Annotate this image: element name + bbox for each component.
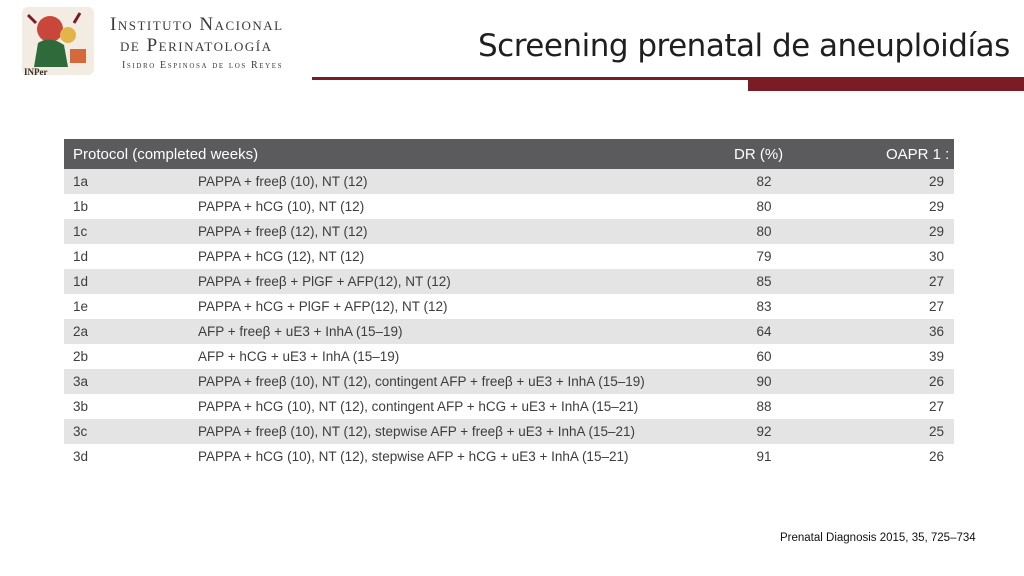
protocol-cell: 1a (73, 174, 89, 189)
description-cell: PAPPA + hCG + PlGF + AFP(12), NT (12) (198, 299, 448, 314)
table-row: 1d PAPPA + freeβ + PlGF + AFP(12), NT (12… (64, 269, 954, 294)
dr-cell: 92 (756, 424, 772, 439)
screening-table: Protocol (completed weeks) DR (%) OAPR 1… (64, 139, 954, 469)
table-row: 3a PAPPA + freeβ (10), NT (12), contingen… (64, 369, 954, 394)
table-header: Protocol (completed weeks) DR (%) OAPR 1… (64, 139, 954, 169)
description-cell: PAPPA + freeβ (10), NT (12) (198, 174, 368, 189)
table-row: 1e PAPPA + hCG + PlGF + AFP(12), NT (12) 8… (64, 294, 954, 319)
header-protocol: Protocol (completed weeks) (73, 146, 259, 163)
oapr-cell: 26 (928, 374, 944, 389)
oapr-cell: 36 (928, 324, 944, 339)
oapr-cell: 26 (928, 449, 944, 464)
description-cell: PAPPA + hCG (10), NT (12) (198, 199, 365, 214)
inper-logo: INPer (22, 7, 94, 77)
table-row: 1a PAPPA + freeβ (10), NT (12) 82 29 (64, 169, 954, 194)
protocol-cell: 1c (73, 224, 88, 239)
institution-name: Instituto Nacional de Perinatología Isid… (110, 14, 284, 76)
dr-cell: 91 (756, 449, 772, 464)
oapr-cell: 27 (928, 299, 944, 314)
protocol-cell: 3a (73, 374, 89, 389)
description-cell: PAPPA + hCG (10), NT (12), contingent AF… (198, 399, 639, 414)
table-body: 1a PAPPA + freeβ (10), NT (12) 82 29 1b PAPPA… (64, 169, 954, 469)
institution-line2: de Perinatología (120, 35, 273, 56)
table-row: 3c PAPPA + freeβ (10), NT (12), stepwise … (64, 419, 954, 444)
dr-cell: 80 (756, 224, 772, 239)
citation: Prenatal Diagnosis 2015, 35, 725–734 (780, 532, 976, 544)
protocol-cell: 3c (73, 424, 88, 439)
accent-bar (748, 79, 1024, 91)
description-cell: PAPPA + freeβ (10), NT (12), contingent … (198, 374, 645, 389)
description-cell: PAPPA + hCG (12), NT (12) (198, 249, 365, 264)
dr-cell: 88 (756, 399, 772, 414)
table-row: 2a AFP + freeβ + uE3 + InhA (15–19) 64 36 (64, 319, 954, 344)
oapr-cell: 25 (928, 424, 944, 439)
description-cell: PAPPA + freeβ (12), NT (12) (198, 224, 368, 239)
dr-cell: 80 (756, 199, 772, 214)
dr-cell: 90 (756, 374, 772, 389)
dr-cell: 83 (756, 299, 772, 314)
protocol-cell: 1e (73, 299, 89, 314)
oapr-cell: 29 (928, 224, 944, 239)
protocol-cell: 1d (73, 274, 89, 289)
header-oapr: OAPR 1 : n (886, 146, 954, 163)
description-cell: AFP + freeβ + uE3 + InhA (15–19) (198, 324, 403, 339)
dr-cell: 79 (756, 249, 772, 264)
accent-divider (312, 77, 1024, 80)
oapr-cell: 27 (928, 274, 944, 289)
dr-cell: 85 (756, 274, 772, 289)
page-title: Screening prenatal de aneuploidías (478, 28, 1010, 64)
institution-line1: Instituto Nacional (110, 14, 284, 35)
description-cell: PAPPA + freeβ (10), NT (12), stepwise AF… (198, 424, 636, 439)
header-dr: DR (%) (734, 146, 784, 163)
oapr-cell: 29 (928, 199, 944, 214)
description-cell: PAPPA + hCG (10), NT (12), stepwise AFP … (198, 449, 629, 464)
table-row: 2b AFP + hCG + uE3 + InhA (15–19) 60 39 (64, 344, 954, 369)
protocol-cell: 1d (73, 249, 89, 264)
table-row: 3b PAPPA + hCG (10), NT (12), contingent … (64, 394, 954, 419)
dr-cell: 64 (756, 324, 772, 339)
table-row: 3d PAPPA + hCG (10), NT (12), stepwise AF… (64, 444, 954, 469)
description-cell: AFP + hCG + uE3 + InhA (15–19) (198, 349, 400, 364)
table-row: 1d PAPPA + hCG (12), NT (12) 79 30 (64, 244, 954, 269)
table-row: 1c PAPPA + freeβ (12), NT (12) 80 29 (64, 219, 954, 244)
protocol-cell: 3d (73, 449, 89, 464)
oapr-cell: 27 (928, 399, 944, 414)
protocol-cell: 2a (73, 324, 89, 339)
description-cell: PAPPA + freeβ + PlGF + AFP(12), NT (12) (198, 274, 451, 289)
dr-cell: 82 (756, 174, 772, 189)
oapr-cell: 29 (928, 174, 944, 189)
oapr-cell: 39 (928, 349, 944, 364)
institution-line3: Isidro Espinosa de los Reyes (122, 60, 284, 71)
protocol-cell: 3b (73, 399, 89, 414)
table-row: 1b PAPPA + hCG (10), NT (12) 80 29 (64, 194, 954, 219)
dr-cell: 60 (756, 349, 772, 364)
protocol-cell: 1b (73, 199, 89, 214)
oapr-cell: 30 (928, 249, 944, 264)
logo-text: INPer (24, 67, 48, 77)
protocol-cell: 2b (73, 349, 89, 364)
